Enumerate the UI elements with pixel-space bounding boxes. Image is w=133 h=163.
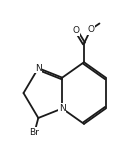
- Text: O: O: [87, 25, 94, 34]
- Text: O: O: [72, 26, 80, 35]
- Text: Br: Br: [29, 128, 39, 137]
- Text: N: N: [35, 64, 42, 73]
- Text: N: N: [59, 104, 66, 113]
